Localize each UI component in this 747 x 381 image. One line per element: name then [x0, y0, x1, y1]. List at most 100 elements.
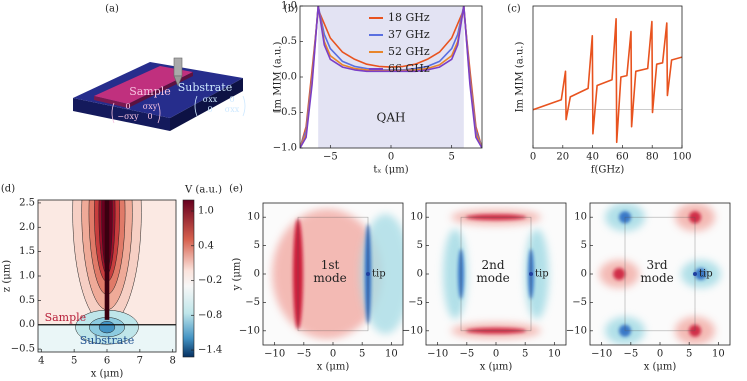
sample-top	[94, 66, 193, 104]
y-tick-label: 2.5	[19, 197, 35, 208]
y-tick-label: −5	[572, 297, 587, 308]
tensor-bracket	[194, 95, 246, 117]
y-tick-label: 0.0	[281, 72, 297, 83]
plot-area	[263, 203, 403, 345]
probe-tip	[104, 200, 110, 320]
y-tick-label: 5	[417, 240, 423, 251]
y-tick-label: −1.0	[273, 143, 297, 154]
x-axis-label: x (μm)	[480, 362, 513, 373]
x-tick-label: 4	[38, 356, 44, 367]
contour-level	[98, 321, 116, 334]
tensor-entry: 0	[229, 95, 234, 104]
colorbar-tick-label: 0.4	[198, 240, 214, 251]
x-tick-label: 5	[522, 349, 528, 360]
y-axis-label: Im MIM (a.u.)	[515, 42, 526, 113]
x-tick-label: 5	[686, 349, 692, 360]
x-tick-label: 10	[548, 349, 561, 360]
x-axis-label: tₓ (μm)	[373, 165, 408, 176]
tensor-entry: 0	[207, 105, 212, 114]
x-tick-label: 10	[385, 349, 398, 360]
colorbar-tick-label: −1.4	[198, 345, 222, 356]
mode-label: mode	[476, 271, 509, 285]
y-tick-label: 0.5	[281, 36, 297, 47]
x-tick-label: −5	[323, 152, 338, 163]
tip-label: tip	[535, 269, 549, 280]
tensor-entry: σxx	[203, 95, 218, 104]
y-tick-label: 5	[254, 240, 260, 251]
x-tick-label: 8	[170, 356, 176, 367]
legend-label: 66 GHz	[388, 62, 430, 75]
panel-label: (d)	[1, 184, 15, 195]
series-line	[300, 6, 482, 148]
panel-label: (a)	[105, 4, 119, 15]
panel-label: (c)	[507, 4, 521, 15]
x-tick-label: 20	[556, 152, 569, 163]
field-blob	[360, 214, 403, 334]
x-axis-label: x (μm)	[91, 369, 124, 380]
mode-label: 1st	[321, 258, 340, 272]
x-tick-label: −5	[296, 349, 311, 360]
x-axis-label: x (μm)	[317, 362, 350, 373]
x-tick-label: 0	[530, 152, 536, 163]
x-axis-label: f(GHz)	[591, 165, 625, 176]
x-tick-label: 5	[71, 356, 77, 367]
frame	[532, 5, 683, 149]
y-tick-label: 10	[247, 212, 260, 223]
mode-label: 3rd	[647, 258, 668, 272]
series-line	[533, 17, 682, 144]
tensor-entry: 0	[125, 102, 130, 111]
legend-label: 18 GHz	[388, 11, 430, 24]
y-tick-label: 0.5	[19, 295, 35, 306]
panel-label: (e)	[229, 184, 243, 195]
x-tick-label: −10	[427, 349, 448, 360]
colorbar-tick-label: 1.0	[198, 206, 214, 217]
x-tick-label: 0	[388, 152, 394, 163]
substrate-side	[170, 78, 243, 131]
plot-area	[533, 17, 682, 144]
y-axis-label: Im MIM (a.u.)	[273, 42, 284, 113]
tip-marker	[693, 272, 697, 276]
substrate-label: Substrate	[178, 81, 232, 94]
x-axis-label: x (μm)	[644, 362, 677, 373]
x-tick-label: 5	[448, 152, 454, 163]
x-tick-label: −10	[264, 349, 285, 360]
y-tick-label: −10	[239, 325, 260, 336]
y-axis-label: y (μm)	[232, 258, 243, 292]
y-tick-label: −5	[408, 297, 423, 308]
sample-label: Sample	[129, 85, 171, 98]
mode-label: 2nd	[482, 258, 505, 272]
legend-label: 52 GHz	[388, 45, 430, 58]
x-tick-label: 80	[646, 152, 659, 163]
x-tick-label: 10	[712, 349, 725, 360]
y-tick-label: −10	[402, 325, 423, 336]
colorbar-tick-label: −0.2	[198, 275, 222, 286]
tip-label: tip	[699, 269, 713, 280]
tensor-entry: σxx	[225, 105, 240, 114]
plot-area	[38, 200, 176, 352]
mode-label: mode	[640, 271, 673, 285]
tensor-entry: 0	[147, 112, 152, 121]
colorbar-label: V (a.u.)	[184, 185, 222, 196]
y-axis-label: z (μm)	[2, 260, 13, 292]
y-tick-label: −0.5	[273, 107, 297, 118]
x-tick-label: −5	[623, 349, 638, 360]
colorbar-tick-label: −0.8	[198, 310, 222, 321]
plot-area	[590, 203, 730, 345]
tensor-entry: −σxy	[117, 112, 139, 121]
x-tick-label: 5	[359, 349, 365, 360]
field-blob	[694, 268, 707, 280]
y-tick-label: 0.0	[19, 319, 35, 330]
x-tick-label: 0	[493, 349, 499, 360]
x-tick-label: −5	[459, 349, 474, 360]
y-tick-label: 2.0	[19, 222, 35, 233]
sample-front	[94, 96, 128, 108]
sample-label: Sample	[45, 311, 87, 324]
y-tick-label: 0	[254, 269, 260, 280]
x-tick-label: 60	[616, 152, 629, 163]
y-tick-label: 1.0	[19, 271, 35, 282]
x-tick-label: 6	[104, 356, 110, 367]
y-tick-label: 0	[581, 269, 587, 280]
y-tick-label: 10	[574, 212, 587, 223]
x-tick-label: 100	[672, 152, 691, 163]
tip-label: tip	[372, 269, 386, 280]
